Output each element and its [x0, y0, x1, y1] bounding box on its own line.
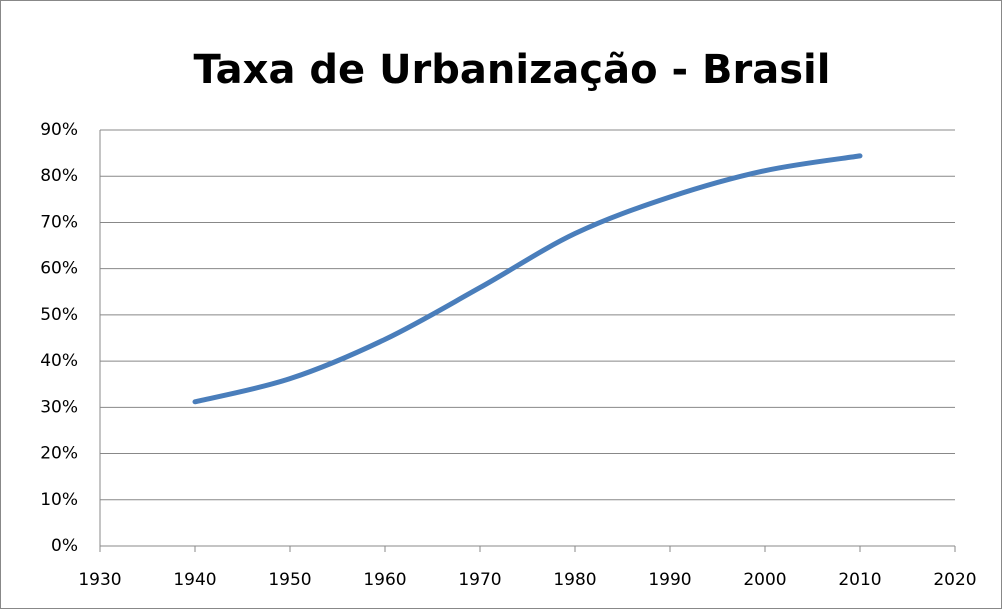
x-tick-label: 2010: [838, 570, 881, 590]
data-line: [192, 153, 863, 405]
x-tick-label: 1990: [648, 570, 691, 590]
x-tick-label: 1970: [458, 570, 501, 590]
x-tick-label: 1940: [173, 570, 216, 590]
y-tick-label: 60%: [40, 259, 78, 279]
x-tick-label: 1960: [363, 570, 406, 590]
chart-title: Taxa de Urbanização - Brasil: [194, 47, 831, 93]
y-tick-label: 40%: [40, 351, 78, 371]
x-tick-label: 2000: [743, 570, 786, 590]
y-tick-label: 30%: [40, 397, 78, 417]
x-tick-label: 1950: [268, 570, 311, 590]
x-tick-label: 1930: [78, 570, 121, 590]
y-tick-label: 90%: [40, 120, 78, 140]
y-tick-label: 20%: [40, 444, 78, 464]
y-tick-label: 0%: [51, 536, 78, 556]
x-tick-label: 2020: [933, 570, 976, 590]
y-tick-label: 80%: [40, 166, 78, 186]
y-tick-label: 50%: [40, 305, 78, 325]
x-tick-label: 1980: [553, 570, 596, 590]
y-tick-label: 70%: [40, 212, 78, 232]
y-tick-label: 10%: [40, 490, 78, 510]
